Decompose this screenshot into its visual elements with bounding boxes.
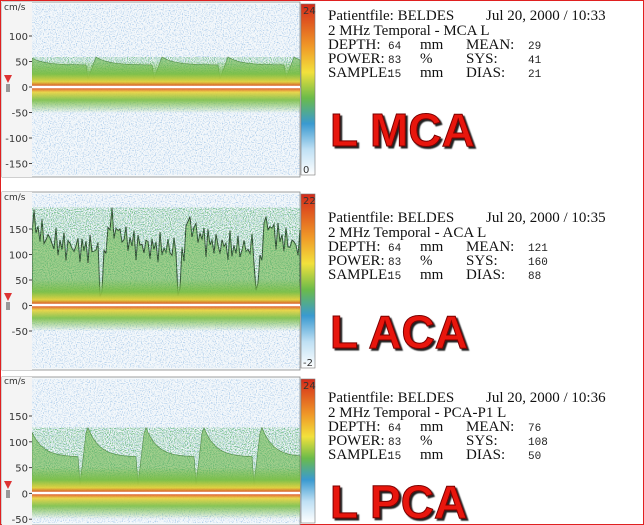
measurement: SYS: [466,253,498,269]
measurement: mm [420,419,444,435]
patientfile: Patientfile: BELDES [328,390,454,406]
measurement: DEPTH: [328,419,381,435]
measurement: POWER: [328,253,385,269]
patientfile: Patientfile: BELDES [328,210,454,226]
color-scale [300,193,316,369]
y-tick-label: 100 [9,251,28,262]
measurement: DIAS: [466,65,505,81]
exam-date: Jul 20, 2000 / 10:36 [486,390,606,406]
y-tick-label: -50 [12,515,28,525]
exam-date: Jul 20, 2000 / 10:33 [486,8,606,24]
measurement: DEPTH: [328,239,381,255]
y-tick-label: 50 [15,276,28,287]
measurement: 15 [388,69,401,81]
y-unit: cm/s [4,3,26,13]
measurement: DIAS: [466,267,505,283]
measurement: 64 [388,423,402,435]
measurement: 29 [528,41,541,53]
probe: 2 MHz Temporal - PCA-P1 L [328,405,506,421]
y-unit: cm/s [4,377,26,387]
measurement: SYS: [466,51,498,67]
axis-panel [2,377,32,525]
color-scale [300,378,316,524]
y-tick-label: -100 [5,134,28,145]
y-unit: cm/s [4,193,26,203]
measurement: 50 [528,451,541,463]
scale-top-label: 24 [303,381,316,392]
scale-top-label: 22 [303,196,316,207]
baseline-marker-stem [6,302,10,310]
measurement: 108 [528,437,548,449]
measurement: 21 [528,69,542,81]
measurement: SAMPLE: [328,447,391,463]
measurement: 41 [528,55,542,67]
y-tick-label: 0 [22,489,28,500]
scale-top-label: 24 [303,6,316,17]
y-tick-label: 0 [22,83,28,94]
scale-bottom-label: 0 [303,165,309,176]
vessel-label: L ACA [330,306,468,358]
measurement: POWER: [328,51,385,67]
baseline-marker-stem [6,490,10,498]
measurement: SYS: [466,433,498,449]
measurement: 83 [388,55,401,67]
measurement: 160 [528,257,548,269]
measurement: mm [420,37,444,53]
y-tick-label: 150 [9,412,28,423]
scale-bottom-label: -2 [303,358,313,369]
measurement: 83 [388,257,401,269]
vessel-label: L MCA [330,104,475,156]
baseline-marker [4,75,12,83]
y-tick-label: -150 [5,160,28,171]
measurement: POWER: [328,433,385,449]
doppler-panel: 24 0 cm/s 100 50 0 -50 -100 -150 Patientfile: BEL… [1,1,606,178]
measurement: 64 [388,243,402,255]
y-tick-label: -50 [12,109,28,120]
y-tick-label: 50 [15,464,28,475]
measurement: mm [420,239,444,255]
vessel-label: L PCA [330,476,467,525]
y-tick-label: 100 [9,32,28,43]
baseline-marker [4,481,12,489]
doppler-panel: 24 cm/s 150 100 50 0 -50 Patientfile: BELDES Jul… [1,376,606,525]
probe: 2 MHz Temporal - MCA L [328,23,490,39]
axis-panel [2,192,32,370]
measurement: 76 [528,423,541,435]
doppler-panel: 22 -2 cm/s 150 100 50 0 -50 Patientfile: BELDES J… [1,191,606,371]
y-tick-label: 50 [15,58,28,69]
measurement: mm [420,447,444,463]
measurement: 15 [388,451,401,463]
measurement: 83 [388,437,401,449]
color-scale [300,3,316,176]
measurement: MEAN: [466,419,514,435]
measurement: DEPTH: [328,37,381,53]
exam-date: Jul 20, 2000 / 10:35 [486,210,606,226]
measurement: 15 [388,271,401,283]
probe: 2 MHz Temporal - ACA L [328,225,486,241]
measurement: 88 [528,271,541,283]
measurement: mm [420,267,444,283]
measurement: SAMPLE: [328,65,391,81]
measurement: % [420,51,433,67]
measurement: MEAN: [466,37,514,53]
y-tick-label: -50 [12,327,28,338]
baseline-marker [4,293,12,301]
y-tick-label: 150 [9,225,28,236]
measurement: % [420,253,433,269]
measurement: 121 [528,243,548,255]
measurement: DIAS: [466,447,505,463]
measurement: SAMPLE: [328,267,391,283]
measurement: 64 [388,41,402,53]
y-tick-label: 100 [9,438,28,449]
baseline-marker-stem [6,84,10,92]
measurement: MEAN: [466,239,514,255]
measurement: % [420,433,433,449]
patientfile: Patientfile: BELDES [328,8,454,24]
measurement: mm [420,65,444,81]
y-tick-label: 0 [22,302,28,313]
